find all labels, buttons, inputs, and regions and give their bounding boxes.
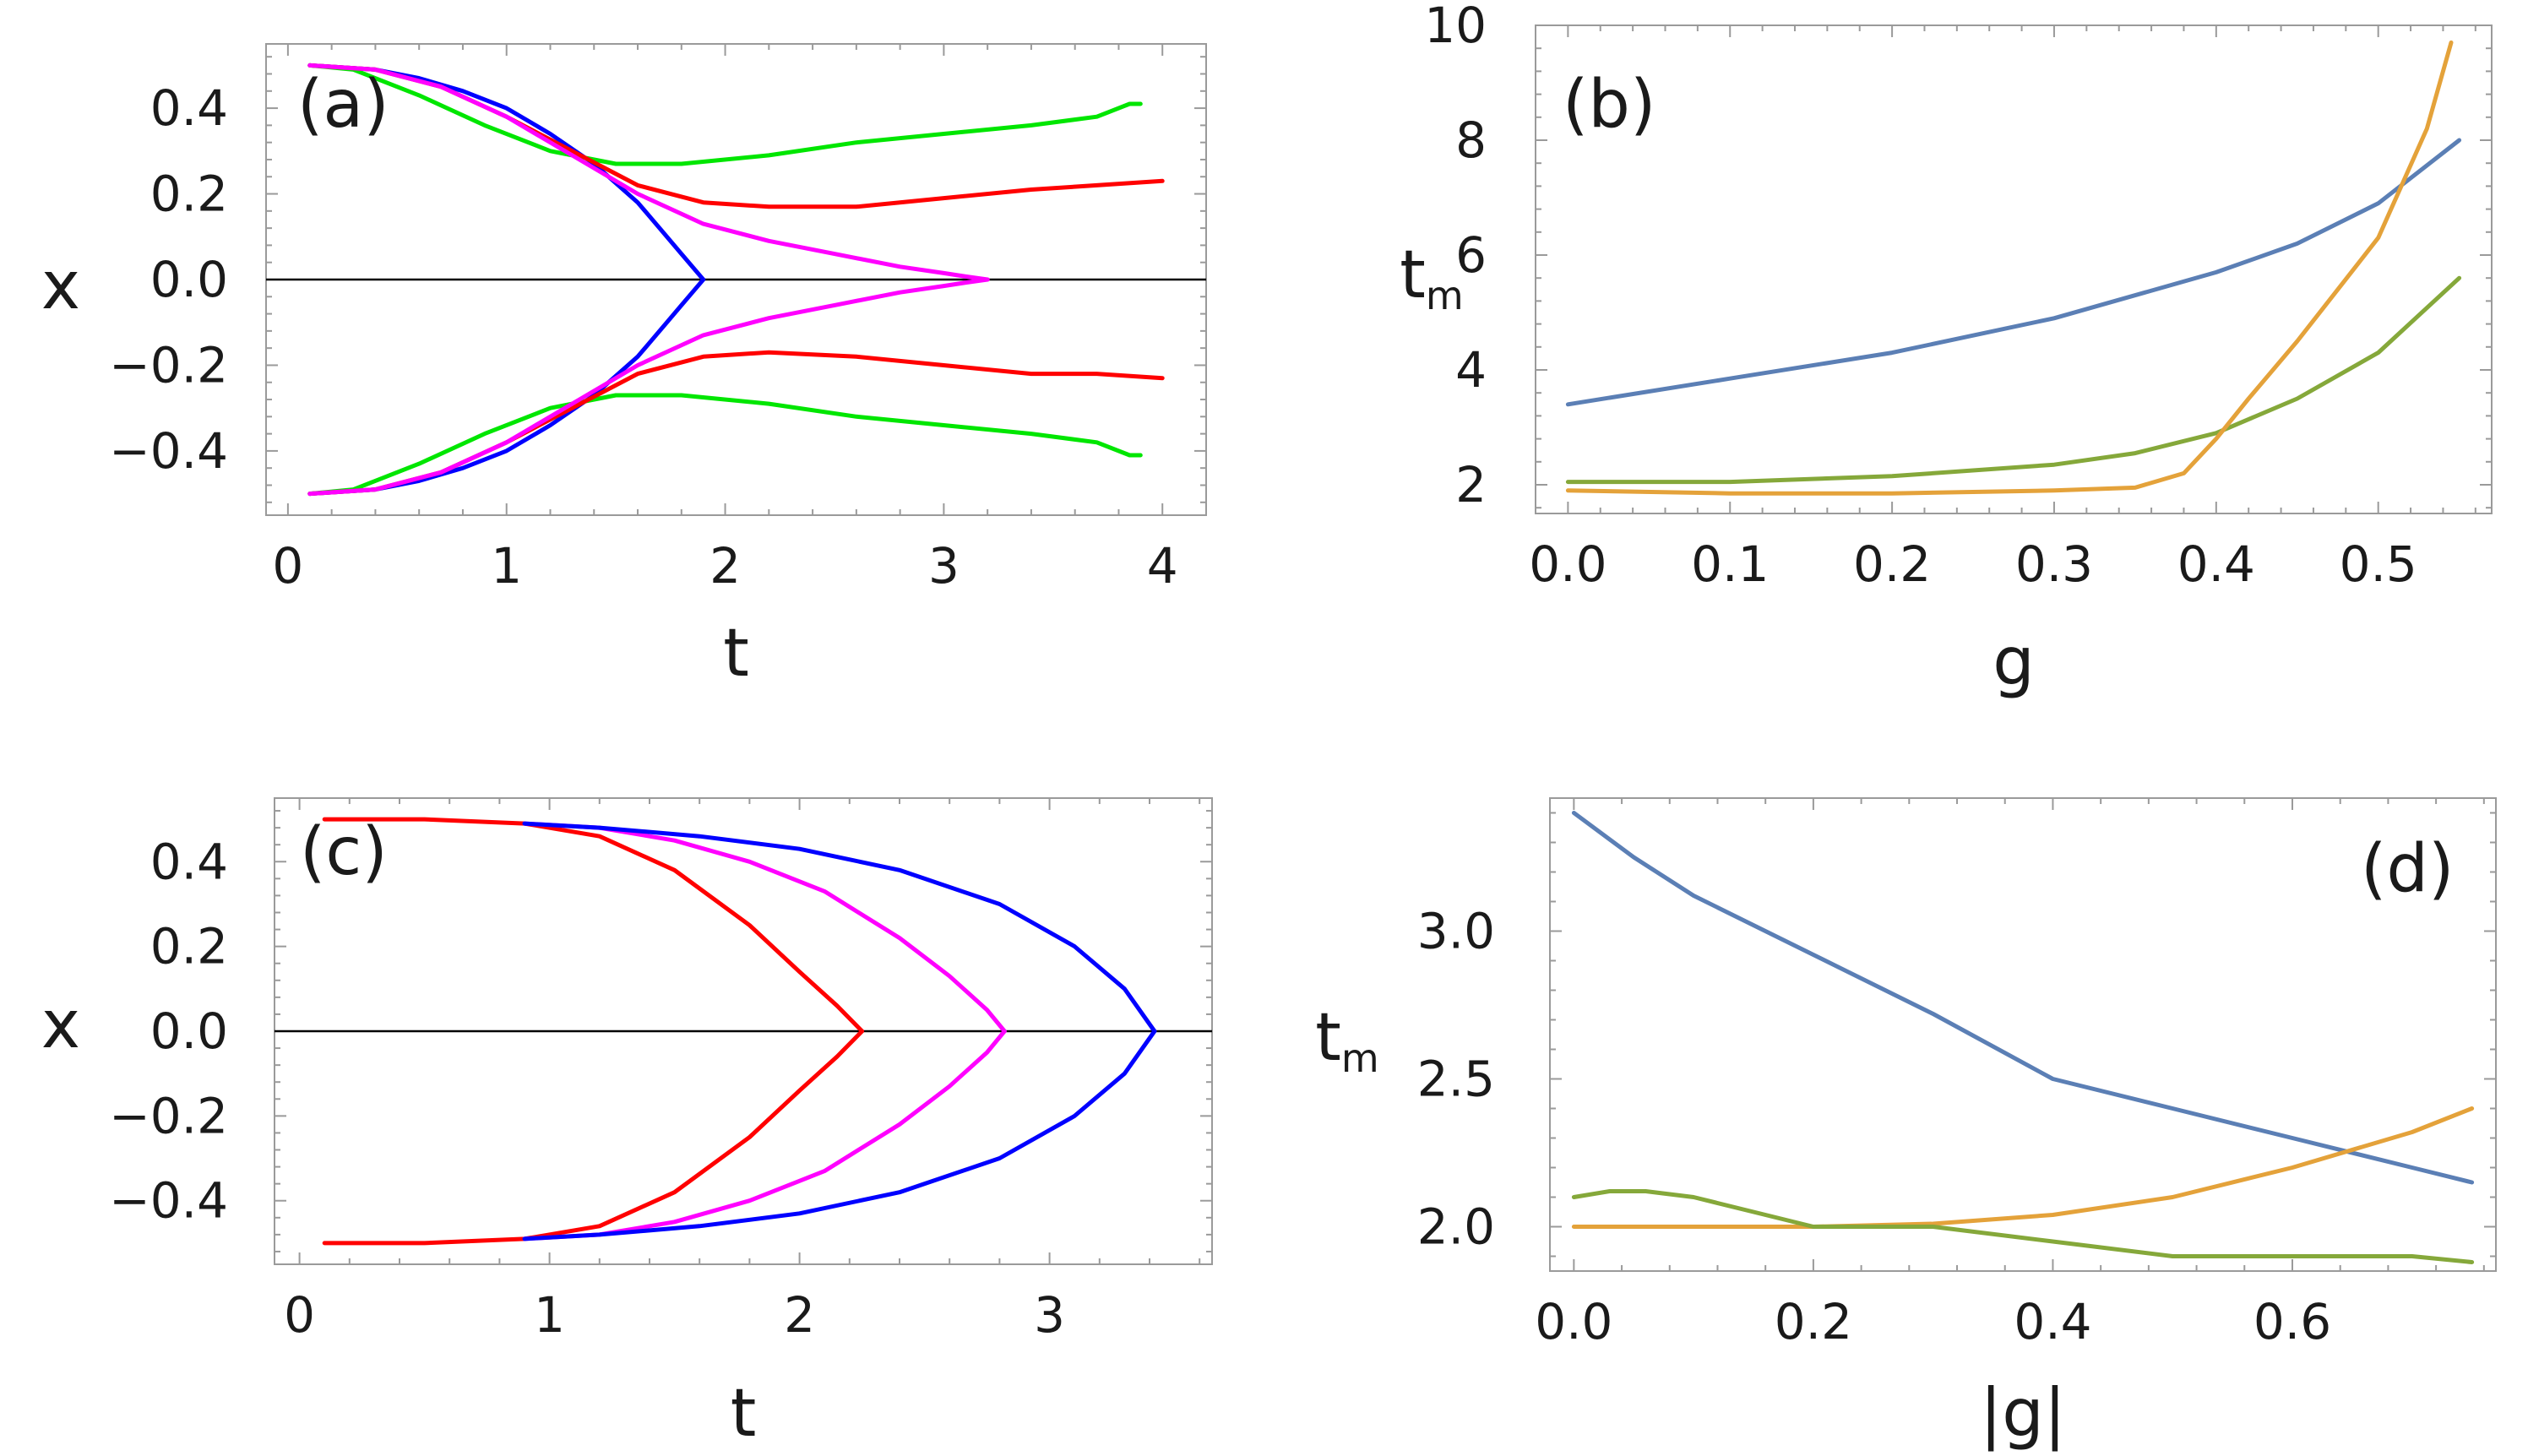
y-tick-label: 2 — [1455, 456, 1487, 513]
y-tick-label: 0.4 — [150, 833, 228, 890]
series-magenta-lower — [307, 277, 990, 497]
x-tick-label: 0.4 — [2177, 535, 2255, 593]
y-axis-label-subscript: m — [1341, 1035, 1379, 1081]
x-axis-label: |g| — [1980, 1376, 2066, 1452]
series-green — [1571, 1189, 2475, 1264]
panel-label: (b) — [1563, 67, 1655, 143]
y-axis-label: tm — [1315, 1000, 1378, 1081]
y-tick-label: −0.4 — [109, 1172, 228, 1230]
y-tick-label: −0.2 — [109, 336, 228, 394]
series-green-upper — [307, 62, 1143, 166]
panel-d: 0.0 0.2 0.4 0.6 2.0 2.5 3.0 |g| tm (d) — [1315, 797, 2497, 1452]
y-tick-label: 2.5 — [1417, 1051, 1495, 1108]
y-tick-label: 8 — [1455, 111, 1487, 169]
x-tick-label: 0.4 — [2014, 1293, 2091, 1350]
x-tick-label: 0.1 — [1691, 535, 1769, 593]
y-tick-label: 3.0 — [1417, 903, 1495, 960]
plot-frame — [1549, 797, 2497, 1272]
y-tick-label: 4 — [1455, 341, 1487, 399]
series-orange — [1565, 40, 2454, 496]
y-axis-label-subscript: m — [1426, 273, 1464, 318]
x-tick-label: 3 — [928, 537, 960, 595]
x-tick-label: 2 — [784, 1286, 815, 1344]
series-blue-lower — [522, 1029, 1157, 1241]
y-axis-label: x — [41, 248, 80, 324]
series-magenta-upper — [522, 821, 1007, 1034]
x-tick-label: 2 — [709, 537, 741, 595]
series-magenta-upper — [307, 62, 990, 282]
x-tick-label: 0.0 — [1529, 535, 1607, 593]
y-tick-label: 0.2 — [150, 918, 228, 975]
series-blue-upper — [522, 821, 1157, 1034]
y-tick-label: 6 — [1455, 226, 1487, 284]
y-tick-label: 0.4 — [150, 79, 228, 137]
x-axis-label: t — [731, 1376, 757, 1452]
x-axis-label: g — [1992, 624, 2035, 700]
series-red-upper — [322, 817, 865, 1034]
x-tick-label: 0.0 — [1535, 1293, 1612, 1350]
x-tick-label: 0 — [272, 537, 303, 595]
panel-b: 0.0 0.1 0.2 0.3 0.4 0.5 2 4 6 8 10 g tm (b) — [1400, 0, 2493, 700]
x-tick-label: 3 — [1034, 1286, 1065, 1344]
y-tick-label: 0.0 — [150, 251, 228, 308]
series-green-lower — [307, 393, 1143, 497]
y-tick-label: 2.0 — [1417, 1198, 1495, 1256]
series-orange — [1571, 1106, 2475, 1229]
x-tick-label: 0.2 — [1775, 1293, 1852, 1350]
x-axis-label: t — [723, 616, 749, 692]
series-red-lower — [322, 1029, 865, 1246]
x-tick-label: 0.2 — [1853, 535, 1931, 593]
x-tick-label: 0.5 — [2340, 535, 2417, 593]
x-tick-label: 0 — [284, 1286, 315, 1344]
series-blue — [1565, 138, 2462, 407]
y-tick-label: −0.2 — [109, 1087, 228, 1144]
panel-c: 0 1 2 3 −0.4 −0.2 0.0 0.2 0.4 t x (c) — [41, 797, 1213, 1452]
x-tick-label: 0.3 — [2015, 535, 2093, 593]
y-axis-label: tm — [1400, 237, 1463, 318]
series-blue-lower — [307, 277, 706, 497]
series-green — [1565, 275, 2462, 485]
panel-label: (d) — [2361, 831, 2454, 907]
y-tick-label: −0.4 — [109, 422, 228, 480]
y-tick-label: 10 — [1424, 0, 1487, 54]
panel-label: (c) — [300, 814, 388, 890]
plot-frame — [1535, 24, 2493, 514]
y-tick-label: 0.2 — [150, 166, 228, 223]
panel-label: (a) — [297, 67, 389, 143]
series-magenta-lower — [522, 1029, 1007, 1241]
series-blue — [1571, 811, 2475, 1185]
panel-a: 0 1 2 3 4 −0.4 −0.2 0.0 0.2 0.4 t x (a) — [41, 43, 1207, 692]
x-tick-label: 1 — [534, 1286, 565, 1344]
x-tick-label: 4 — [1147, 537, 1178, 595]
x-tick-label: 1 — [491, 537, 522, 595]
y-axis-label: x — [41, 987, 80, 1063]
x-tick-label: 0.6 — [2253, 1293, 2331, 1350]
y-tick-label: 0.0 — [150, 1002, 228, 1060]
